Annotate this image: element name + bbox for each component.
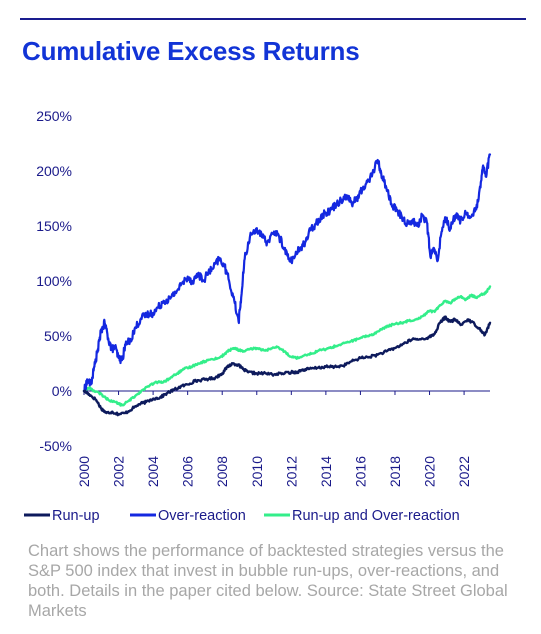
x-tick-label: 2000 <box>76 456 92 487</box>
series-line-run-up <box>82 315 492 417</box>
x-tick-label: 2012 <box>283 456 299 487</box>
x-tick-label: 2008 <box>214 456 230 487</box>
chart-caption: Chart shows the performance of backteste… <box>28 542 508 620</box>
series-line-run-up-and-over-reaction <box>82 285 492 407</box>
y-tick-label: 250% <box>36 108 72 124</box>
x-tick-label: 2016 <box>352 456 368 487</box>
legend-label: Run-up <box>52 508 100 524</box>
chart-title: Cumulative Excess Returns <box>22 36 360 66</box>
axis-layer: 250% 200% 150% 100% 50% 0% -50%2000 2002 2004 200… <box>36 108 490 487</box>
legend: Run-up Over-reaction Run-up and Over-react… <box>24 508 460 524</box>
series-line-over-reaction <box>82 153 492 393</box>
y-tick-label: 50% <box>44 328 72 344</box>
legend-label: Over-reaction <box>158 508 246 524</box>
x-tick-label: 2018 <box>387 456 403 487</box>
y-tick-label: 100% <box>36 273 72 289</box>
top-rule <box>20 18 526 20</box>
series-layer <box>82 153 492 417</box>
y-tick-label: 0% <box>52 383 72 399</box>
y-tick-label: -50% <box>39 438 72 454</box>
x-tick-label: 2020 <box>422 456 438 487</box>
chart-svg: 250% 200% 150% 100% 50% 0% -50%2000 2002 2004 200… <box>24 108 492 524</box>
y-tick-label: 200% <box>36 163 72 179</box>
x-tick-label: 2002 <box>111 456 127 487</box>
x-tick-label: 2014 <box>318 456 334 487</box>
x-tick-label: 2004 <box>145 456 161 487</box>
legend-label: Run-up and Over-reaction <box>292 508 460 524</box>
x-tick-label: 2022 <box>456 456 472 487</box>
x-tick-label: 2010 <box>249 456 265 487</box>
x-tick-label: 2006 <box>180 456 196 487</box>
y-tick-label: 150% <box>36 218 72 234</box>
